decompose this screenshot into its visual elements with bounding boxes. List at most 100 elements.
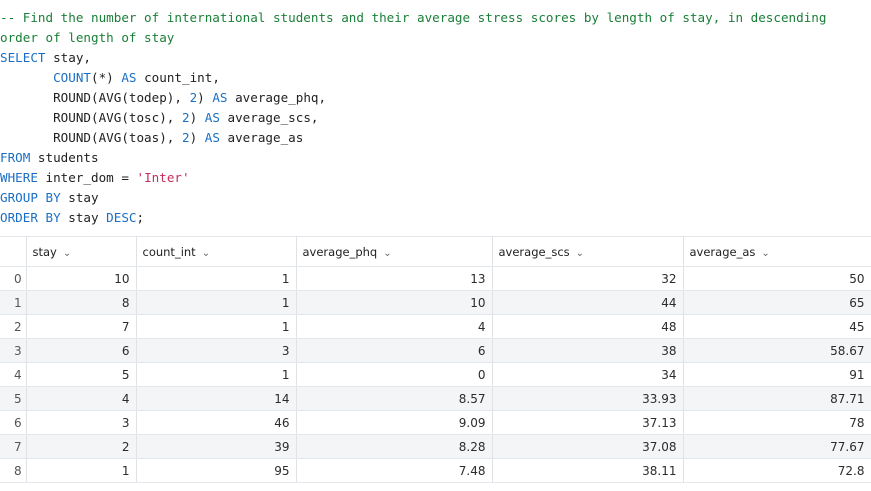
table-cell: 3 bbox=[136, 338, 297, 363]
table-cell: 6 bbox=[296, 338, 493, 363]
table-cell: 46 bbox=[136, 410, 297, 435]
code-text: stay bbox=[60, 210, 107, 225]
table-cell: 58.67 bbox=[683, 338, 871, 363]
code-text: count_int, bbox=[136, 70, 220, 85]
table-cell: 2 bbox=[26, 434, 137, 459]
code-line[interactable]: FROM students bbox=[0, 148, 871, 168]
table-cell: 78 bbox=[683, 410, 871, 435]
table-cell: 32 bbox=[492, 266, 684, 291]
table-cell: 87.71 bbox=[683, 386, 871, 411]
table-cell: 48 bbox=[492, 314, 684, 339]
code-line[interactable]: WHERE inter_dom = 'Inter' bbox=[0, 168, 871, 188]
code-line[interactable]: GROUP BY stay bbox=[0, 188, 871, 208]
table-cell: 4 bbox=[26, 386, 137, 411]
chevron-down-icon[interactable]: ⌄ bbox=[383, 247, 392, 259]
code-line[interactable]: ROUND(AVG(tosc), 2) AS average_scs, bbox=[0, 108, 871, 128]
code-line[interactable]: COUNT(*) AS count_int, bbox=[0, 68, 871, 88]
column-header-label: average_phq bbox=[302, 244, 378, 259]
code-text: ROUND(AVG(tosc), bbox=[0, 110, 182, 125]
results-table: stay ⌄ count_int ⌄ average_phq ⌄ average_scs ⌄ a… bbox=[0, 236, 871, 483]
table-cell: 44 bbox=[492, 290, 684, 315]
table-cell: 34 bbox=[492, 362, 684, 387]
table-row: 5 4 14 8.57 33.93 87.71 bbox=[0, 386, 871, 411]
code-line[interactable]: ORDER BY stay DESC; bbox=[0, 208, 871, 228]
table-cell: 10 bbox=[296, 290, 493, 315]
table-cell: 4 bbox=[296, 314, 493, 339]
index-column-header bbox=[0, 236, 27, 267]
table-cell: 38.11 bbox=[492, 458, 684, 483]
code-line[interactable]: order of length of stay bbox=[0, 28, 871, 48]
code-text: average_as bbox=[219, 130, 304, 145]
code-text: average_phq, bbox=[227, 90, 327, 105]
code-comment: -- Find the number of international stud… bbox=[0, 10, 827, 25]
number-literal: 2 bbox=[181, 130, 190, 145]
chevron-down-icon[interactable]: ⌄ bbox=[201, 247, 211, 259]
results-table-header: stay ⌄ count_int ⌄ average_phq ⌄ average_scs ⌄ a… bbox=[0, 236, 871, 267]
sql-keyword: GROUP BY bbox=[0, 190, 61, 205]
column-header-count-int[interactable]: count_int ⌄ bbox=[136, 236, 297, 267]
table-cell: 8.57 bbox=[296, 386, 493, 411]
sql-keyword: AS bbox=[212, 90, 228, 105]
code-text: ROUND(AVG(todep), bbox=[0, 90, 190, 105]
row-index: 4 bbox=[0, 362, 27, 387]
chevron-down-icon[interactable]: ⌄ bbox=[575, 247, 585, 259]
number-literal: 2 bbox=[181, 110, 190, 125]
table-cell: 14 bbox=[136, 386, 297, 411]
code-line[interactable]: SELECT stay, bbox=[0, 48, 871, 68]
row-index: 6 bbox=[0, 410, 27, 435]
code-text: ; bbox=[136, 210, 145, 225]
column-header-label: stay bbox=[32, 244, 57, 259]
sql-keyword: AS bbox=[204, 110, 220, 125]
code-text: ) bbox=[189, 110, 205, 125]
table-cell: 50 bbox=[683, 266, 871, 291]
chevron-down-icon[interactable]: ⌄ bbox=[62, 247, 72, 259]
table-cell: 13 bbox=[296, 266, 493, 291]
code-text: inter_dom = bbox=[37, 170, 137, 185]
table-cell: 95 bbox=[136, 458, 297, 483]
code-text: (*) bbox=[91, 70, 122, 85]
column-header-label: average_scs bbox=[498, 244, 570, 259]
table-cell: 8 bbox=[26, 290, 137, 315]
table-cell: 6 bbox=[26, 338, 137, 363]
column-header-average-as[interactable]: average_as ⌄ bbox=[683, 236, 871, 267]
table-row: 0 10 1 13 32 50 bbox=[0, 266, 871, 291]
sql-keyword: AS bbox=[121, 70, 137, 85]
code-text: students bbox=[30, 150, 99, 165]
column-header-label: average_as bbox=[689, 244, 756, 259]
column-header-average-phq[interactable]: average_phq ⌄ bbox=[296, 236, 493, 267]
sql-keyword: SELECT bbox=[0, 50, 46, 65]
sql-keyword: DESC bbox=[106, 210, 137, 225]
table-row: 2 7 1 4 48 45 bbox=[0, 314, 871, 339]
code-text: stay, bbox=[45, 50, 91, 65]
table-cell: 7 bbox=[26, 314, 137, 339]
table-row: 1 8 1 10 44 65 bbox=[0, 290, 871, 315]
table-cell: 91 bbox=[683, 362, 871, 387]
column-header-average-scs[interactable]: average_scs ⌄ bbox=[492, 236, 684, 267]
sql-keyword: AS bbox=[204, 130, 220, 145]
table-cell: 1 bbox=[136, 314, 297, 339]
table-cell: 72.8 bbox=[683, 458, 871, 483]
table-row: 6 3 46 9.09 37.13 78 bbox=[0, 410, 871, 435]
chevron-down-icon[interactable]: ⌄ bbox=[761, 247, 770, 259]
row-index: 1 bbox=[0, 290, 27, 315]
table-cell: 37.08 bbox=[492, 434, 684, 459]
column-header-stay[interactable]: stay ⌄ bbox=[26, 236, 137, 267]
code-line[interactable]: -- Find the number of international stud… bbox=[0, 8, 871, 28]
table-row: 7 2 39 8.28 37.08 77.67 bbox=[0, 434, 871, 459]
sql-keyword: COUNT bbox=[53, 70, 91, 85]
sql-editor[interactable]: -- Find the number of international stud… bbox=[0, 0, 871, 236]
table-cell: 45 bbox=[683, 314, 871, 339]
sql-keyword: FROM bbox=[0, 150, 31, 165]
code-line[interactable]: ROUND(AVG(toas), 2) AS average_as bbox=[0, 128, 871, 148]
table-cell: 9.09 bbox=[296, 410, 493, 435]
table-cell: 33.93 bbox=[492, 386, 684, 411]
table-row: 8 1 95 7.48 38.11 72.8 bbox=[0, 458, 871, 483]
row-index: 2 bbox=[0, 314, 27, 339]
column-header-label: count_int bbox=[142, 244, 196, 259]
table-cell: 39 bbox=[136, 434, 297, 459]
row-index: 7 bbox=[0, 434, 27, 459]
table-row: 4 5 1 0 34 91 bbox=[0, 362, 871, 387]
table-cell: 3 bbox=[26, 410, 137, 435]
sql-keyword: ORDER BY bbox=[0, 210, 61, 225]
code-line[interactable]: ROUND(AVG(todep), 2) AS average_phq, bbox=[0, 88, 871, 108]
